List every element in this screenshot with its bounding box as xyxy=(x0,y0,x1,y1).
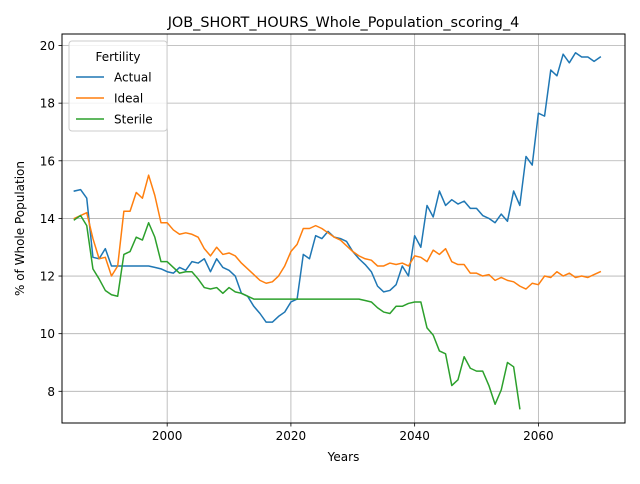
legend-label-ideal: Ideal xyxy=(114,92,143,106)
y-tick-label: 14 xyxy=(40,212,55,226)
y-tick-label: 16 xyxy=(40,154,55,168)
chart-title: JOB_SHORT_HOURS_Whole_Population_scoring… xyxy=(167,15,520,31)
y-tick-label: 8 xyxy=(47,385,55,399)
x-axis-ticks: 2000 2020 2040 2060 xyxy=(152,423,554,443)
y-tick-label: 12 xyxy=(40,270,55,284)
x-tick-label: 2040 xyxy=(399,429,430,443)
legend-label-sterile: Sterile xyxy=(114,113,153,127)
x-tick-label: 2020 xyxy=(276,429,307,443)
series-line-sterile xyxy=(73,214,521,410)
y-tick-label: 20 xyxy=(40,39,55,53)
legend-box xyxy=(68,40,168,132)
plot-frame xyxy=(61,33,626,424)
y-tick-label: 18 xyxy=(40,97,55,111)
legend-title: Fertility xyxy=(95,50,140,64)
series-layer xyxy=(73,51,602,410)
y-axis-label: % of Whole Population xyxy=(13,161,27,296)
x-tick-label: 2000 xyxy=(152,429,183,443)
y-tick-label: 10 xyxy=(40,327,55,341)
legend: Fertility Actual Ideal Sterile xyxy=(68,40,168,132)
grid-lines xyxy=(62,34,625,423)
series-line-ideal xyxy=(73,174,602,290)
legend-label-actual: Actual xyxy=(114,71,152,85)
y-axis-ticks: 8 10 12 14 16 18 20 xyxy=(40,39,62,399)
legend-entries: Actual Ideal Sterile xyxy=(76,71,153,127)
x-tick-label: 2060 xyxy=(523,429,554,443)
x-axis-label: Years xyxy=(327,450,360,464)
